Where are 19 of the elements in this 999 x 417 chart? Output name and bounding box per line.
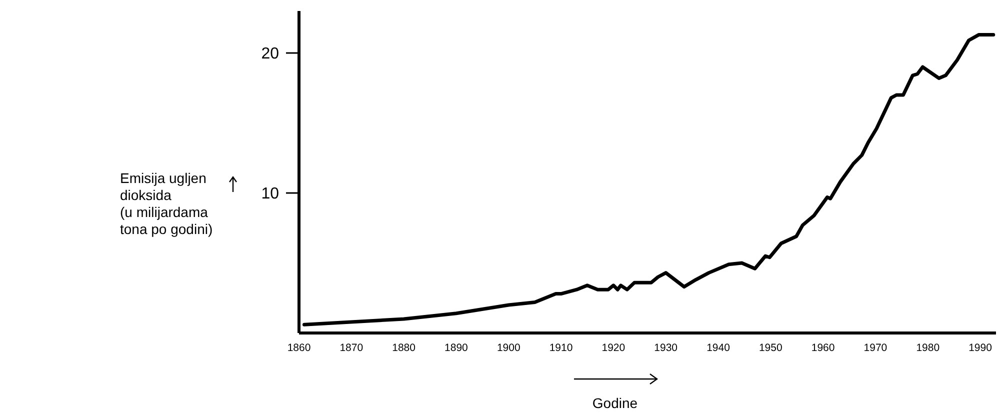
y-tick-label: 10 [261,186,280,203]
x-tick-label: 1890 [444,342,468,354]
x-tick-label: 1910 [549,342,573,354]
x-tick-label: 1970 [864,342,888,354]
x-tick-label: 1960 [811,342,835,354]
line-series [302,33,996,326]
x-axis-title: Godine [592,395,638,411]
x-tick-label: 1990 [968,342,992,354]
x-tick-label: 1940 [706,342,730,354]
x-tick-label: 1950 [758,342,782,354]
x-tick-label: 1930 [654,342,678,354]
x-tick-label: 1880 [392,342,416,354]
y-axis-title: Emisija ugljen dioksida (u milijardama tona po godini) [120,170,213,237]
x-tick-label: 1860 [287,342,311,354]
x-tick-label: 1980 [916,342,940,354]
x-tick-label: 1900 [496,342,520,354]
x-tick-label: 1870 [340,342,364,354]
x-tick-label: 1920 [602,342,626,354]
y-tick-label: 20 [261,46,280,63]
